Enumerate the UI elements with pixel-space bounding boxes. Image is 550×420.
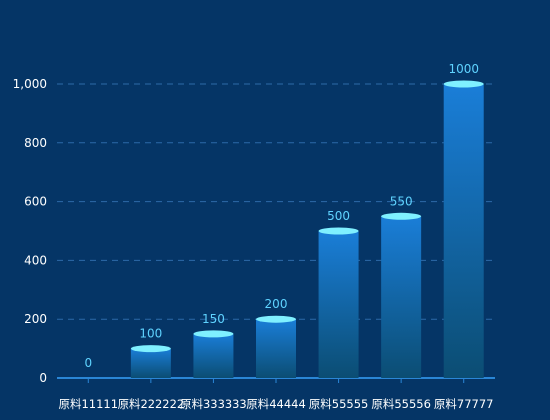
data-label: 0	[84, 356, 92, 370]
x-tick-label: 原料55555	[309, 397, 369, 411]
bar-cap	[256, 315, 296, 323]
bar-cap	[381, 212, 422, 220]
bar	[130, 348, 171, 378]
data-label: 1000	[448, 62, 479, 76]
data-label: 200	[265, 297, 288, 311]
x-tick-label: 原料222222	[118, 397, 185, 411]
x-tick-label: 原料11111	[58, 397, 118, 411]
data-label: 100	[139, 327, 162, 341]
y-tick-label: 400	[24, 253, 47, 267]
y-tick-label: 200	[24, 312, 47, 326]
y-tick-label: 600	[24, 195, 47, 209]
x-tick-label: 原料44444	[246, 397, 306, 411]
bar-cap	[318, 227, 359, 235]
x-tick-label: 原料333333	[180, 397, 247, 411]
bar	[443, 84, 484, 378]
bar	[256, 319, 296, 378]
data-label: 150	[202, 312, 225, 326]
bar-cap	[193, 330, 234, 338]
bar	[318, 231, 359, 378]
bar	[193, 333, 234, 378]
bar-cap	[443, 80, 484, 88]
x-tick-label: 原料77777	[434, 397, 494, 411]
y-tick-label: 1,000	[13, 77, 47, 91]
bar-cap	[130, 345, 171, 353]
x-tick-label: 原料55556	[371, 397, 431, 411]
bar	[381, 216, 422, 378]
data-label: 500	[327, 209, 350, 223]
y-tick-label: 800	[24, 136, 47, 150]
data-label: 550	[390, 194, 413, 208]
y-tick-label: 0	[39, 371, 47, 385]
